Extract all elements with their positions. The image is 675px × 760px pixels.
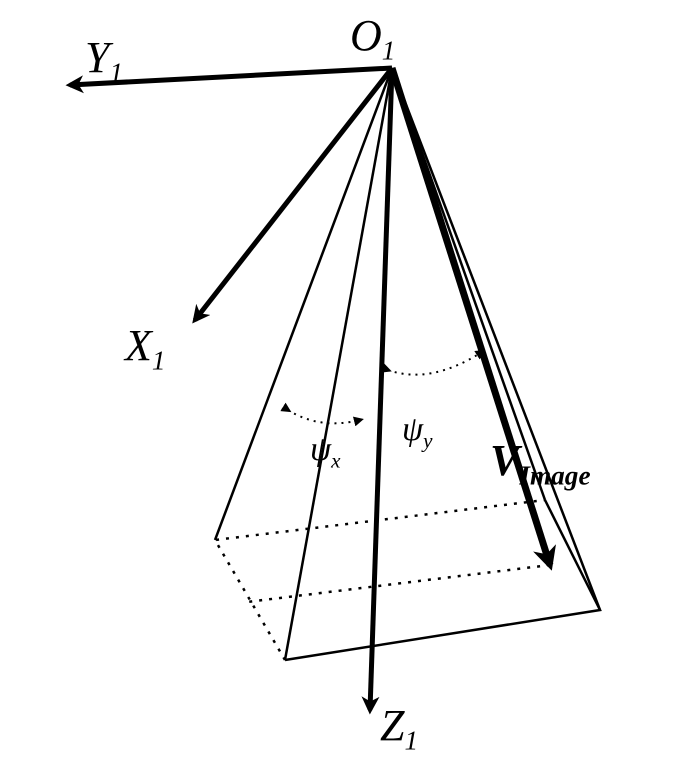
guide-line [247,565,550,602]
frustum-base-front [285,500,600,660]
Z-label: Z1 [380,701,418,756]
frustum-edge [392,68,600,610]
psi-y-arc [388,352,482,375]
frustum-base-back [215,500,545,660]
X-label: X1 [123,321,166,376]
V-label: VImage [490,436,591,491]
Y-label: Y1 [85,33,123,88]
psix-label: ψx [310,431,341,472]
z-axis [370,68,392,710]
O-label: O1 [350,11,395,66]
x-axis [195,68,392,320]
frustum-edge [215,68,392,540]
coordinate-diagram: O1 Y1 X1 Z1 VImage ψx ψy [0,0,675,760]
psiy-label: ψy [402,411,433,452]
psi-x-arc [288,410,360,423]
